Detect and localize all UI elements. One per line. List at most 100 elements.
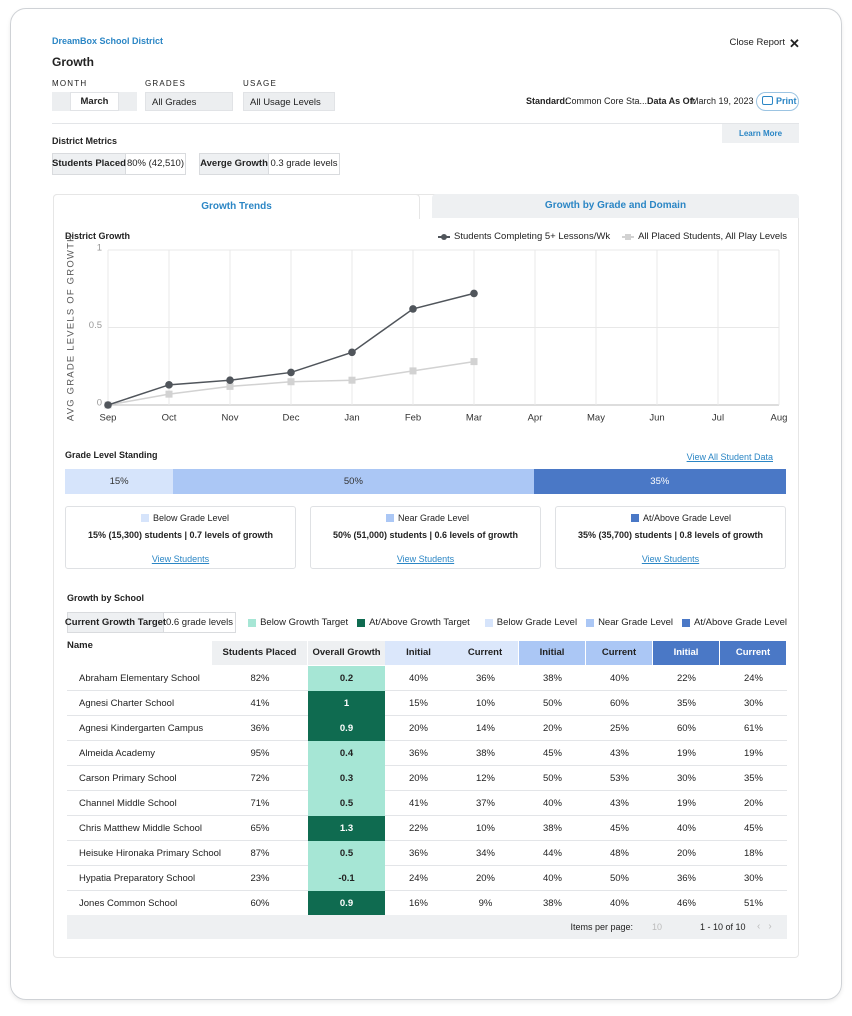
- standing-card: [555, 506, 786, 569]
- table-cell: 0.3: [308, 766, 385, 791]
- column-header[interactable]: Initial: [385, 641, 452, 665]
- print-button[interactable]: Print: [756, 92, 799, 111]
- filter-value[interactable]: All Grades: [145, 92, 233, 111]
- table-cell: 14%: [475, 722, 495, 734]
- table-cell: 61%: [743, 722, 763, 734]
- filter-label: MONTH: [52, 79, 88, 88]
- table-cell: 23%: [250, 872, 270, 884]
- table-cell: 95%: [250, 747, 270, 759]
- table-row: [67, 841, 787, 866]
- table-cell: 35%: [743, 772, 763, 784]
- table-cell: 22%: [676, 672, 696, 684]
- table-cell: 30%: [743, 697, 763, 709]
- table-cell: 34%: [475, 847, 495, 859]
- card-link[interactable]: View Students: [151, 554, 210, 564]
- card-swatch: [141, 514, 149, 522]
- column-header[interactable]: Current: [586, 641, 653, 665]
- table-cell: Channel Middle School: [79, 798, 177, 809]
- close-icon[interactable]: ✕: [789, 36, 800, 51]
- table-cell: 0.9: [308, 716, 385, 741]
- table-cell: 53%: [609, 772, 629, 784]
- standard-label: Standard:: [526, 96, 569, 106]
- column-header[interactable]: Current: [720, 641, 787, 665]
- table-cell: 36%: [408, 847, 428, 859]
- standing-segment: 35%: [533, 469, 786, 494]
- table-cell: 0.4: [308, 741, 385, 766]
- legend-swatch: [682, 618, 691, 627]
- metric-value: 80% (42,510): [126, 153, 186, 175]
- column-header[interactable]: Students Placed: [212, 641, 308, 665]
- table-cell: -0.1: [308, 866, 385, 891]
- table-row: [67, 716, 787, 741]
- metric-value: 0.3 grade levels: [269, 153, 340, 175]
- table-cell: 20%: [475, 872, 495, 884]
- table-cell: 20%: [408, 722, 428, 734]
- table-cell: 38%: [542, 897, 562, 909]
- legend-item: All Placed Students, All Play Levels: [622, 232, 787, 242]
- legend-item: Below Grade Level: [484, 618, 577, 628]
- column-header[interactable]: Current: [452, 641, 519, 665]
- legend-item: Below Growth Target: [248, 618, 348, 628]
- target-label: Current Growth Target: [65, 612, 166, 633]
- column-header[interactable]: Name: [67, 641, 212, 665]
- column-header[interactable]: Initial: [519, 641, 586, 665]
- table-cell: 30%: [743, 872, 763, 884]
- table-row: [67, 816, 787, 841]
- as-of-label: Data As Of:: [647, 96, 696, 106]
- table-cell: 50%: [542, 697, 562, 709]
- table-cell: 19%: [743, 747, 763, 759]
- card-link[interactable]: View Students: [396, 554, 455, 564]
- table-cell: Chris Matthew Middle School: [79, 823, 203, 834]
- legend-label: At/Above Growth Target: [369, 617, 470, 628]
- close-report[interactable]: Close Report: [729, 37, 785, 48]
- table-cell: 43%: [609, 797, 629, 809]
- legend-swatch: [438, 233, 451, 240]
- link[interactable]: View All Student Data: [686, 452, 773, 462]
- column-header[interactable]: Overall Growth: [308, 641, 385, 665]
- table-cell: 60%: [250, 897, 270, 909]
- standard-value: Common Core Sta...: [565, 96, 648, 106]
- tab-active[interactable]: Growth Trends: [53, 194, 420, 219]
- table-cell: 20%: [743, 797, 763, 809]
- chart-legend: Students Completing 5+ Lessons/Wk All Pla…: [300, 232, 787, 242]
- legend-item: Near Grade Level: [586, 618, 673, 628]
- table-cell: 36%: [250, 722, 270, 734]
- legend-swatch: [248, 618, 257, 627]
- card-name: Below Grade Level: [153, 513, 230, 523]
- filter-label: USAGE: [243, 79, 278, 88]
- table-cell: 16%: [408, 897, 428, 909]
- legend-swatch: [586, 618, 595, 627]
- table-cell: 18%: [743, 847, 763, 859]
- page-size[interactable]: 10: [652, 922, 663, 932]
- table-cell: 48%: [609, 847, 629, 859]
- learn-more[interactable]: Learn More: [722, 124, 799, 143]
- table-cell: 72%: [250, 772, 270, 784]
- table-cell: 36%: [676, 872, 696, 884]
- card-link[interactable]: View Students: [641, 554, 700, 564]
- legend-swatch: [484, 618, 493, 627]
- table-cell: 0.9: [308, 891, 385, 916]
- column-header[interactable]: Initial: [653, 641, 720, 665]
- standing-segment: 15%: [65, 469, 174, 494]
- pagination-label: Items per page:: [570, 922, 633, 932]
- section-title: Grade Level Standing: [65, 450, 158, 460]
- table-row: [67, 866, 787, 891]
- table-cell: 10%: [475, 822, 495, 834]
- standing-card: [310, 506, 541, 569]
- table-cell: 71%: [250, 797, 270, 809]
- table-cell: 40%: [609, 897, 629, 909]
- filter-value[interactable]: March: [70, 92, 119, 111]
- table-cell: 43%: [609, 747, 629, 759]
- report-card: [10, 8, 842, 1000]
- page-nav[interactable]: ‹›: [757, 921, 780, 932]
- tab[interactable]: Growth by Grade and Domain: [432, 194, 799, 218]
- table-cell: Abraham Elementary School: [79, 673, 200, 684]
- content-panel: [53, 194, 799, 958]
- table-cell: 65%: [250, 822, 270, 834]
- divider: [52, 123, 799, 124]
- table-cell: 45%: [609, 822, 629, 834]
- filter-value[interactable]: All Usage Levels: [243, 92, 335, 111]
- table-cell: 46%: [676, 897, 696, 909]
- card-detail: 50% (51,000) students | 0.6 levels of gr…: [332, 530, 519, 540]
- legend-marker: [625, 233, 632, 240]
